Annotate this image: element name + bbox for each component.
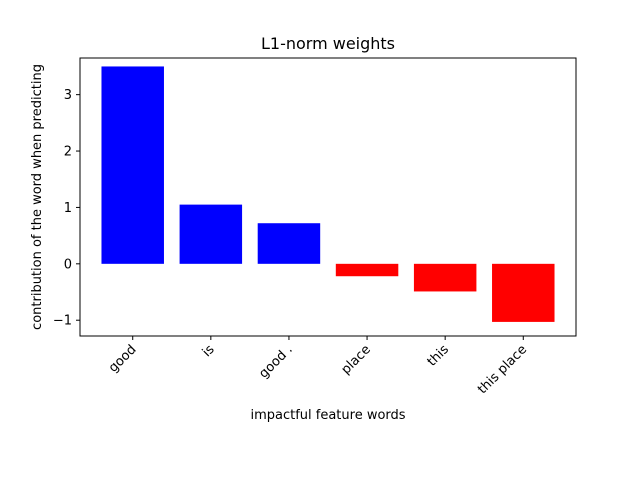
bar-0 [101, 66, 164, 264]
x-axis-label: impactful feature words [250, 408, 405, 423]
y-axis-ticks: −1 0 1 2 3 [53, 88, 80, 329]
y-tick-label: −1 [53, 314, 72, 329]
y-axis-label: contribution of the word when predicting [30, 64, 45, 330]
plot-frame [79, 57, 577, 337]
chart-title: L1-norm weights [261, 34, 395, 53]
bar-2 [257, 223, 321, 264]
bars-group [101, 66, 555, 322]
y-tick-label: 3 [64, 88, 72, 103]
bar-5 [492, 263, 555, 322]
bar-4 [413, 263, 477, 292]
bar-3 [335, 263, 399, 277]
bar-1 [179, 204, 243, 264]
y-tick-label: 1 [64, 201, 72, 216]
y-tick-label: 0 [64, 257, 72, 272]
y-tick-label: 2 [64, 145, 72, 160]
